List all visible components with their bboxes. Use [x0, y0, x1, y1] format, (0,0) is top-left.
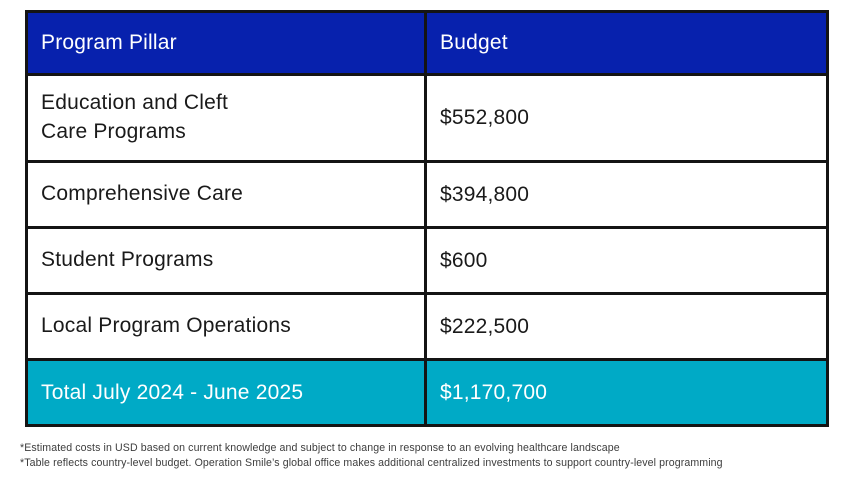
budget-table: Program Pillar Budget Education and Clef…	[25, 10, 829, 427]
total-budget-cell: $1,170,700	[424, 358, 829, 427]
budget-cell: $600	[424, 226, 829, 295]
table-row: Student Programs $600	[25, 226, 829, 295]
pillar-cell: Local Program Operations	[25, 292, 427, 361]
footnote-line: *Estimated costs in USD based on current…	[20, 442, 620, 454]
pillar-cell: Comprehensive Care	[25, 160, 427, 229]
budget-cell: $552,800	[424, 73, 829, 163]
total-label-cell: Total July 2024 - June 2025	[25, 358, 427, 427]
table-total-row: Total July 2024 - June 2025 $1,170,700	[25, 358, 829, 427]
table-row: Education and Cleft Care Programs $552,8…	[25, 73, 829, 163]
table-row: Local Program Operations $222,500	[25, 292, 829, 361]
header-cell-program-pillar: Program Pillar	[25, 10, 427, 76]
pillar-cell: Education and Cleft Care Programs	[25, 73, 427, 163]
budget-cell: $394,800	[424, 160, 829, 229]
table-header-row: Program Pillar Budget	[25, 10, 829, 76]
footnotes: *Estimated costs in USD based on current…	[20, 441, 723, 472]
pillar-cell: Student Programs	[25, 226, 427, 295]
header-cell-budget: Budget	[424, 10, 829, 76]
footnote-line: *Table reflects country-level budget. Op…	[20, 457, 723, 470]
table-row: Comprehensive Care $394,800	[25, 160, 829, 229]
budget-cell: $222,500	[424, 292, 829, 361]
